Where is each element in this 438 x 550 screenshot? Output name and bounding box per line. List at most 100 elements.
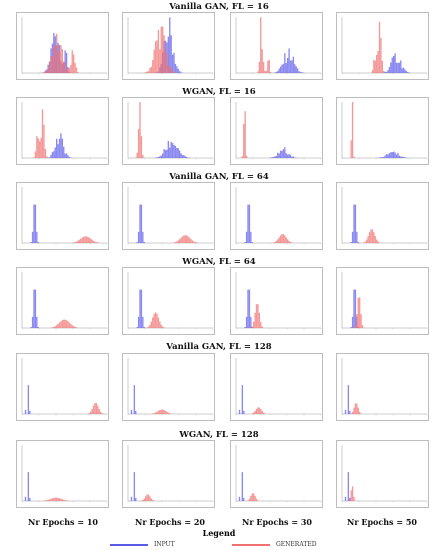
input-histogram-bar <box>398 155 401 158</box>
generated-histogram-bar <box>85 236 88 243</box>
generated-histogram-bar <box>153 313 155 328</box>
generated-histogram-bar <box>287 239 289 243</box>
histogram-panel-r0-c1 <box>122 12 215 80</box>
input-histogram-bar <box>292 156 295 158</box>
histogram-plot <box>235 17 322 75</box>
input-histogram-bar <box>353 289 355 328</box>
input-histogram-bar <box>278 68 280 73</box>
generated-histogram-bar <box>367 236 369 243</box>
generated-histogram-bar <box>74 242 76 243</box>
generated-histogram-bar <box>167 412 170 414</box>
input-histogram-bar <box>275 156 278 158</box>
generated-histogram-bar <box>177 240 179 243</box>
generated-histogram-bar <box>254 495 256 501</box>
generated-histogram-bar <box>46 156 48 158</box>
generated-histogram-bar <box>368 232 371 243</box>
generated-histogram-bar <box>163 410 165 414</box>
generated-histogram-bar <box>354 325 357 328</box>
input-histogram-bar <box>63 146 65 158</box>
generated-histogram-bar <box>75 241 78 243</box>
histogram-plot <box>127 272 214 330</box>
input-histogram-bar <box>350 242 352 243</box>
generated-histogram-bar <box>150 66 153 73</box>
histogram-panel-r5-c3 <box>336 440 429 508</box>
input-histogram-bar <box>181 154 184 158</box>
input-histogram-bar <box>347 385 350 414</box>
generated-histogram-bar <box>262 61 265 73</box>
input-histogram-bar <box>241 385 244 414</box>
input-histogram-bar <box>58 138 61 158</box>
input-histogram-bar <box>180 153 182 158</box>
generated-histogram-bar <box>77 72 79 73</box>
input-histogram-bar <box>278 153 280 158</box>
input-histogram-bar <box>245 231 248 243</box>
input-histogram-bar <box>274 156 276 158</box>
generated-histogram-bar <box>373 59 375 73</box>
histogram-panel-r4-c0 <box>16 353 109 421</box>
input-histogram-bar <box>405 70 408 73</box>
row-title-vanilla-gan-fl128: Vanilla GAN, FL = 128 <box>166 342 272 352</box>
generated-histogram-bar <box>353 496 355 501</box>
generated-histogram-bar <box>279 235 282 243</box>
input-histogram-bar <box>383 156 385 158</box>
generated-histogram-bar <box>147 494 150 501</box>
input-histogram-bar <box>135 497 137 501</box>
input-histogram-bar <box>64 153 66 158</box>
generated-histogram-bar <box>190 239 192 243</box>
generated-histogram-bar <box>351 102 354 158</box>
generated-histogram-bar <box>255 408 258 414</box>
generated-histogram-bar <box>145 72 147 73</box>
input-histogram-bar <box>272 157 275 158</box>
generated-histogram-bar <box>253 493 255 501</box>
input-histogram-bar <box>394 53 396 73</box>
input-histogram-bar <box>53 151 55 158</box>
input-histogram-bar <box>31 231 34 243</box>
generated-histogram-bar <box>257 71 259 73</box>
input-histogram-bar <box>31 316 34 328</box>
generated-histogram-bar <box>373 232 375 243</box>
row-title-wgan-fl64: WGAN, FL = 64 <box>182 257 256 267</box>
generated-histogram-bar <box>377 241 379 243</box>
input-histogram-bar <box>294 64 296 73</box>
input-histogram-bar <box>299 71 302 73</box>
input-histogram-bar <box>344 496 347 501</box>
histogram-panel-r4-c3 <box>336 353 429 421</box>
generated-histogram-bar <box>90 238 92 243</box>
generated-histogram-bar <box>184 235 187 243</box>
input-histogram-bar <box>179 150 181 158</box>
input-histogram-bar <box>163 149 165 158</box>
input-histogram-bar <box>159 156 161 158</box>
generated-histogram-bar <box>162 26 164 73</box>
input-histogram-bar <box>29 497 31 501</box>
input-histogram-bar <box>349 410 351 414</box>
generated-histogram-bar <box>381 60 384 73</box>
generated-histogram-bar <box>251 413 253 414</box>
generated-histogram-bar <box>64 62 66 73</box>
generated-histogram-bar <box>267 60 269 73</box>
input-histogram-bar <box>169 17 171 73</box>
generated-histogram-bar <box>91 408 93 414</box>
input-histogram-bar <box>176 148 178 158</box>
generated-histogram-bar <box>169 413 171 414</box>
histogram-plot <box>21 272 108 330</box>
generated-histogram-bar <box>366 239 368 243</box>
generated-histogram-bar <box>282 234 285 243</box>
generated-histogram-bar <box>146 494 148 501</box>
generated-histogram-bar <box>71 325 73 328</box>
input-histogram-bar <box>384 155 386 158</box>
generated-histogram-bar <box>257 500 259 501</box>
input-histogram-bar <box>56 138 58 158</box>
input-histogram-bar <box>50 154 52 158</box>
generated-histogram-bar <box>34 151 37 158</box>
generated-histogram-bar <box>44 500 47 501</box>
generated-histogram-bar <box>90 411 92 414</box>
input-histogram-bar <box>243 497 245 501</box>
generated-histogram-bar <box>67 321 69 328</box>
generated-histogram-bar <box>71 50 73 73</box>
generated-histogram-bar <box>142 499 144 501</box>
input-histogram-bar <box>271 157 273 158</box>
generated-histogram-bar <box>288 240 290 243</box>
generated-histogram-bar <box>253 321 255 328</box>
input-histogram-bar <box>170 141 172 158</box>
input-histogram-bar <box>391 152 393 158</box>
